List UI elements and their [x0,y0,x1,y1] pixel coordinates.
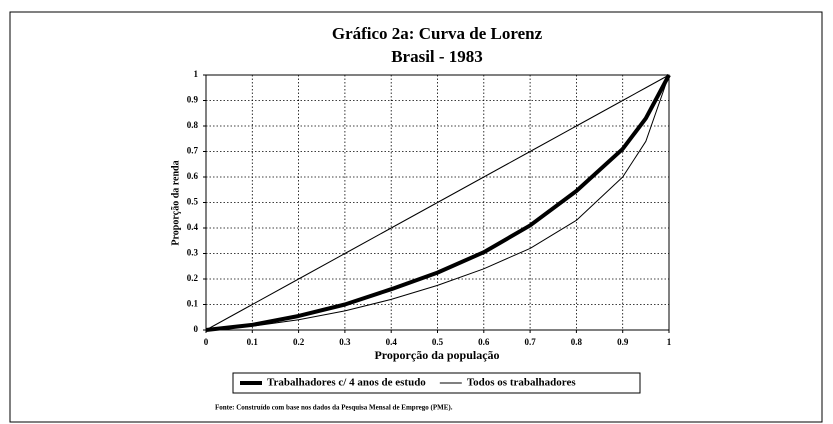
footnote: Fonte: Construído com base nos dados da … [215,404,453,412]
chart-title: Gráfico 2a: Curva de Lorenz [332,24,543,43]
y-tick-label: 0 [194,324,199,334]
y-tick-label: 0.9 [187,95,199,105]
chart-subtitle: Brasil - 1983 [391,47,483,66]
series-line [205,74,671,332]
x-tick-label: 0.7 [524,337,536,347]
plot-area [205,74,670,331]
series-line [205,74,670,331]
y-tick-label: 0.4 [187,222,199,232]
y-tick-label: 1 [194,69,199,79]
x-tick-label: 0.2 [293,337,305,347]
legend-box [232,372,641,394]
series-line [205,74,670,331]
y-axis-label: Proporção da renda [170,160,181,245]
y-tick-label: 0.1 [187,299,199,309]
legend-label: Trabalhadores c/ 4 anos de estudo [267,377,426,389]
x-axis-label: Proporção da população [374,348,499,362]
x-tick-label: 0.6 [478,337,490,347]
x-tick-label: 0.9 [617,337,629,347]
y-tick-label: 0.3 [187,248,199,258]
x-tick-label: 0 [204,337,209,347]
x-tick-label: 0.1 [247,337,259,347]
y-tick-label: 0.6 [187,171,199,181]
x-tick-label: 0.5 [432,337,444,347]
x-tick-label: 0.8 [571,337,583,347]
legend-label: Todos os trabalhadores [467,377,577,389]
x-tick-label: 0.4 [386,337,398,347]
x-tick-label: 1 [667,337,672,347]
x-tick-label: 0.3 [339,337,351,347]
y-tick-label: 0.2 [187,273,199,283]
frame [9,11,823,423]
y-tick-label: 0.7 [187,146,199,156]
y-tick-label: 0.8 [187,120,199,130]
y-tick-label: 0.5 [187,197,199,207]
